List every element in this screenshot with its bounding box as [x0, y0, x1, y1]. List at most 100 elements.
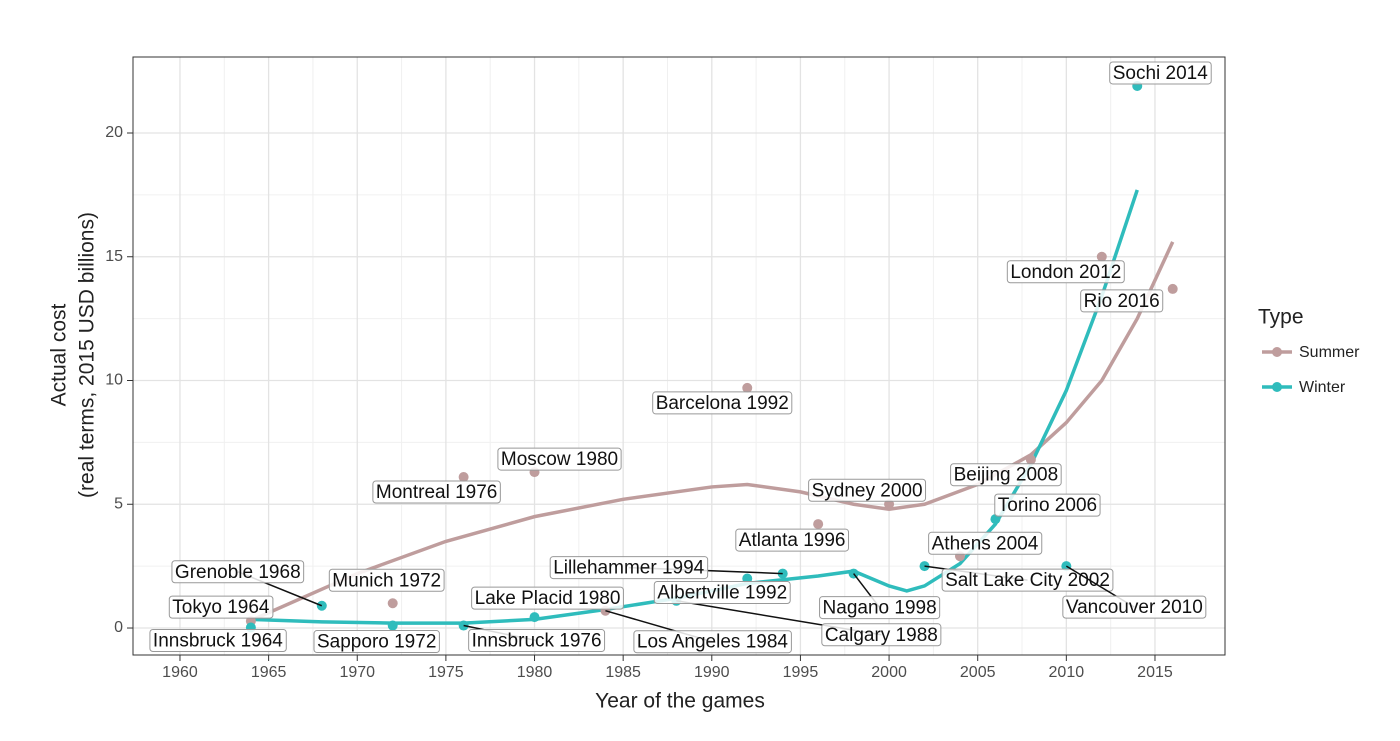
label-box	[1080, 289, 1164, 313]
label-text: Salt Lake City 2002	[945, 570, 1110, 591]
legend-label: Winter	[1299, 379, 1346, 396]
point-label: Tokyo 1964	[168, 595, 274, 619]
label-box	[633, 630, 792, 654]
label-text: Albertville 1992	[657, 583, 787, 604]
label-box	[1006, 260, 1125, 284]
label-text: Lake Placid 1980	[475, 588, 621, 609]
label-box	[549, 556, 709, 580]
legend-title: Type	[1258, 306, 1304, 329]
trend-line	[250, 241, 1175, 623]
point	[1025, 454, 1036, 465]
point-label: Grenoble 1968	[171, 560, 305, 584]
x-tick-label: 2000	[871, 664, 907, 681]
label-text: Barcelona 1992	[656, 393, 789, 414]
point-label: Atlanta 1996	[735, 528, 850, 552]
label-text: Beijing 2008	[954, 465, 1059, 486]
x-axis-title: Year of the games	[595, 690, 765, 713]
label-text: Moscow 1980	[501, 449, 618, 470]
label-text: Innsbruck 1976	[472, 631, 602, 652]
x-tick-label: 2005	[960, 664, 996, 681]
point-label: Lillehammer 1994	[549, 556, 709, 580]
point-label: Barcelona 1992	[652, 391, 793, 415]
label-text: Munich 1972	[332, 570, 441, 591]
label-box	[328, 568, 445, 592]
label-box	[313, 630, 440, 654]
label-text: Tokyo 1964	[172, 597, 270, 618]
x-tick-label: 1995	[783, 664, 819, 681]
point-label: Albertville 1992	[653, 581, 791, 605]
point-label: Los Angeles 1984	[633, 630, 792, 654]
label-box	[471, 586, 624, 610]
point	[387, 598, 398, 609]
label-text: London 2012	[1010, 262, 1121, 283]
point-label: Nagano 1998	[819, 596, 941, 620]
label-box	[1109, 61, 1212, 85]
label-text: Nagano 1998	[823, 598, 937, 619]
label-text: Sydney 2000	[812, 480, 923, 501]
point-label: Beijing 2008	[950, 463, 1062, 487]
label-text: Atlanta 1996	[739, 530, 846, 551]
label-box	[819, 596, 941, 620]
x-tick-label: 1965	[251, 664, 287, 681]
point-label: Munich 1972	[328, 568, 445, 592]
label-box	[171, 560, 305, 584]
legend-point	[1272, 347, 1282, 357]
x-tick-label: 1990	[694, 664, 730, 681]
label-box	[652, 391, 793, 415]
y-tick-label: 10	[105, 372, 123, 389]
label-text: Rio 2016	[1084, 291, 1160, 312]
point-label: Innsbruck 1976	[468, 629, 606, 653]
y-axis-title: (real terms, 2015 USD billions)	[76, 212, 99, 498]
point-label: Innsbruck 1964	[149, 629, 287, 653]
label-box	[808, 478, 927, 502]
label-text: Montreal 1976	[376, 482, 497, 503]
point-label: Montreal 1976	[372, 480, 501, 504]
point	[1096, 251, 1107, 262]
label-box	[941, 568, 1114, 592]
label-box	[928, 531, 1043, 555]
label-box	[653, 581, 791, 605]
point	[742, 382, 753, 393]
x-tick-label: 1970	[339, 664, 375, 681]
point	[1167, 283, 1178, 294]
legend-label: Summer	[1299, 344, 1360, 361]
point	[458, 472, 469, 483]
x-tick-label: 2010	[1049, 664, 1085, 681]
label-text: Sochi 2014	[1113, 63, 1209, 84]
x-tick-label: 2015	[1137, 664, 1173, 681]
plot-border	[132, 56, 1226, 656]
label-box	[950, 463, 1062, 487]
label-box	[149, 629, 287, 653]
label-text: Torino 2006	[998, 495, 1097, 516]
label-box	[372, 480, 501, 504]
label-box	[821, 623, 942, 647]
point-label: Lake Placid 1980	[471, 586, 624, 610]
label-box	[468, 629, 606, 653]
point	[387, 620, 398, 631]
point-label: Sochi 2014	[1109, 61, 1212, 85]
label-box	[994, 493, 1101, 517]
point-label: Sapporo 1972	[313, 630, 440, 654]
label-text: Sapporo 1972	[317, 632, 436, 653]
label-text: Athens 2004	[932, 533, 1039, 554]
label-box	[497, 447, 622, 471]
point-label: Rio 2016	[1080, 289, 1164, 313]
y-tick-label: 20	[105, 124, 123, 141]
x-tick-label: 1960	[162, 664, 198, 681]
x-tick-label: 1975	[428, 664, 464, 681]
label-box	[1062, 595, 1207, 619]
point-label: London 2012	[1006, 260, 1125, 284]
label-text: Innsbruck 1964	[153, 631, 283, 652]
label-box	[735, 528, 850, 552]
point-label: Vancouver 2010	[1062, 595, 1207, 619]
label-box	[168, 595, 274, 619]
x-tick-label: 1980	[517, 664, 553, 681]
label-text: Vancouver 2010	[1066, 597, 1203, 618]
y-tick-label: 15	[105, 248, 123, 265]
y-tick-label: 5	[114, 495, 123, 512]
label-text: Lillehammer 1994	[553, 558, 704, 579]
y-axis-title: Actual cost	[48, 303, 71, 406]
point-label: Moscow 1980	[497, 447, 622, 471]
